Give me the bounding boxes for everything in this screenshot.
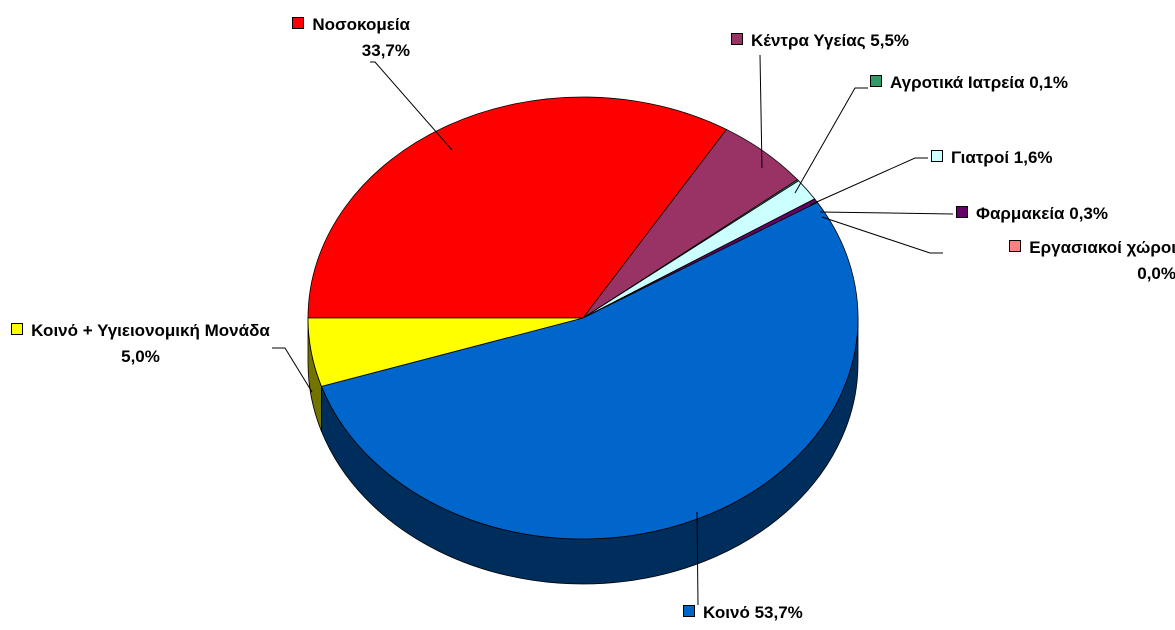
legend-swatch [731,33,743,45]
leader-line [272,347,313,393]
value-label: 0,0% [1137,264,1175,283]
value-label: 5,0% [121,347,160,366]
legend-swatch [870,75,882,87]
slice-label: Κέντρα Υγείας 5,5% [731,28,991,54]
slice-label: Κοινό 53,7% [683,600,883,626]
leader-line [821,216,943,254]
legend-swatch [683,605,695,617]
value-label: 0,3% [1069,204,1108,223]
legend-swatch [956,206,968,218]
leader-line [819,211,954,215]
category-name: Αγροτικά Ιατρεία [890,73,1025,92]
pie-slice [307,96,728,319]
pie-slice [320,201,859,540]
category-name: Νοσοκομεία [312,15,410,34]
value-label: 1,6% [1013,148,1053,167]
category-name: Εργασιακοί χώροι [1029,238,1175,257]
value-label: 5,5% [870,31,910,50]
leader-line [370,61,453,151]
slice-label: Νοσοκομεία 33,7% [240,12,410,64]
slice-label: Κοινό + Υγιειονομική Μονάδα 5,0% [8,318,273,370]
slice-label: Φαρμακεία 0,3% [956,201,1156,227]
category-name: Φαρμακεία [976,204,1065,223]
slice-label: Γιατροί 1,6% [931,145,1131,171]
value-label: 53,7% [754,603,803,622]
slice-label: Αγροτικά Ιατρεία 0,1% [870,70,1170,96]
leader-line [794,87,868,194]
leader-line [759,54,763,169]
leader-line [809,157,928,206]
category-name: Γιατροί [951,148,1010,167]
pie-slice [307,317,584,387]
category-name: Κοινό [703,603,750,622]
leader-line [696,511,699,606]
legend-swatch [11,323,24,335]
legend-swatch [931,150,943,162]
slice-label: Εργασιακοί χώροι 0,0% [946,235,1175,287]
category-name: Κέντρα Υγείας [751,31,866,50]
legend-swatch [292,17,305,29]
category-name: Κοινό + Υγιειονομική Μονάδα [31,321,270,340]
value-label: 33,7% [361,41,410,60]
legend-swatch [1009,240,1022,252]
value-label: 0,1% [1029,73,1068,92]
